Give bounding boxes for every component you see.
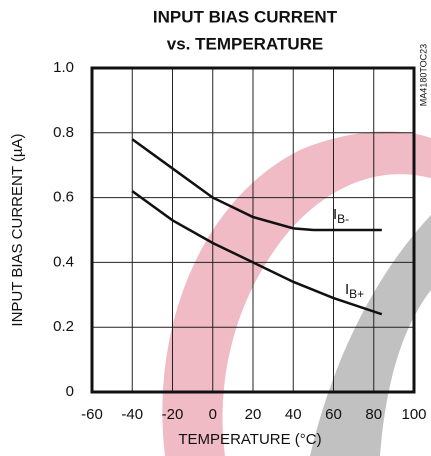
- y-tick-label: 0: [66, 383, 74, 400]
- x-tick-label: 0: [209, 406, 217, 423]
- watermark: [162, 131, 431, 456]
- series-label-subscript: B-: [337, 212, 349, 226]
- y-tick-label: 0.2: [53, 318, 74, 335]
- y-tick-label: 0.6: [53, 189, 74, 206]
- x-tick-label: -20: [162, 406, 184, 423]
- y-tick-label: 0.4: [53, 253, 74, 270]
- series-label-subscript: B+: [349, 287, 364, 301]
- y-tick-label: 1.0: [53, 59, 74, 76]
- x-tick-label: -60: [81, 406, 103, 423]
- x-tick-label: 20: [245, 406, 262, 423]
- x-tick-label: -40: [121, 406, 143, 423]
- x-tick-label: 60: [325, 406, 342, 423]
- y-axis-label: INPUT BIAS CURRENT (µA): [9, 133, 26, 326]
- chart-title: INPUT BIAS CURRENT: [153, 7, 338, 26]
- series-label: IB+: [345, 281, 364, 301]
- line-series: [131, 138, 382, 232]
- plot-frame: [90, 66, 416, 394]
- x-tick-label: 40: [285, 406, 302, 423]
- series-label: IB-: [333, 206, 349, 226]
- x-tick-label: 100: [401, 406, 426, 423]
- x-tick-label: 80: [365, 406, 382, 423]
- x-axis-label: TEMPERATURE (°C): [178, 431, 321, 448]
- chart-title: vs. TEMPERATURE: [167, 34, 324, 53]
- side-note: MA4180TOC23: [418, 44, 428, 106]
- y-tick-label: 0.8: [53, 124, 74, 141]
- line-series: [131, 190, 383, 316]
